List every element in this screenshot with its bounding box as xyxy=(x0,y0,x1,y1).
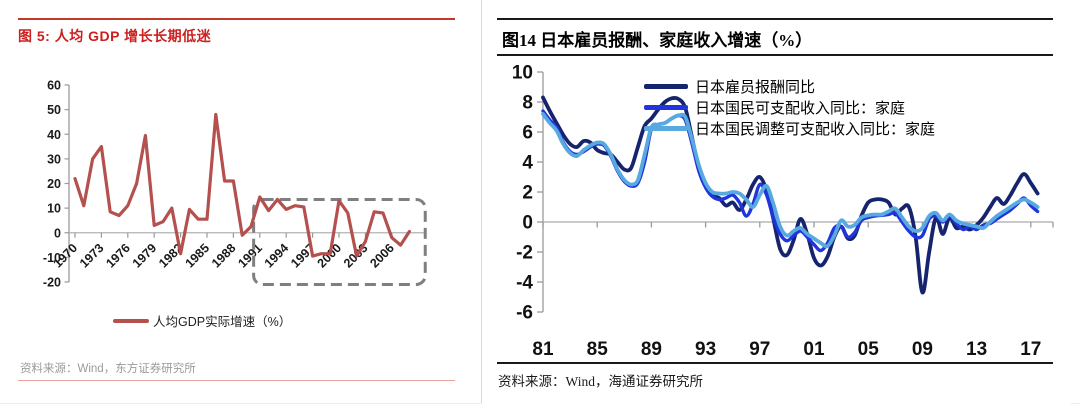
gdp-growth-line-chart: -20-100102030405060197019731976197919821… xyxy=(43,79,427,290)
y-tick-label: 0 xyxy=(54,226,61,240)
y-tick-label: -6 xyxy=(516,303,533,324)
legend-item: 日本雇员报酬同比 xyxy=(644,76,935,97)
y-tick-label: 6 xyxy=(522,123,533,144)
y-tick-label: 8 xyxy=(522,93,533,114)
panel-bottom-rule xyxy=(18,380,455,381)
y-tick-label: 40 xyxy=(47,128,61,142)
x-tick-label: 09 xyxy=(912,339,933,360)
x-tick-label: 1970 xyxy=(51,241,81,271)
y-tick-label: 50 xyxy=(47,103,61,117)
japan-income-line-chart: -6 -4 -2 0 2 4 6 8 10 81 85 89 93 97 01 05 09 13 17 xyxy=(512,63,1054,360)
legend-label: 人均GDP实际增速（%） xyxy=(153,315,292,329)
x-tick-label: 1985 xyxy=(183,241,213,271)
y-tick-label: -4 xyxy=(516,273,533,294)
y-tick-label: 20 xyxy=(47,177,61,191)
legend-line-marker xyxy=(644,84,688,89)
y-tick-label: 4 xyxy=(522,153,533,174)
x-tick-label: 1976 xyxy=(103,241,133,271)
x-tick-label: 81 xyxy=(532,339,554,360)
x-tick-label: 13 xyxy=(966,339,987,360)
x-tick-label: 1973 xyxy=(77,241,107,271)
legend-item: 日本国民可支配收入同比：家庭 xyxy=(644,97,935,118)
legend-item: 日本国民调整可支配收入同比：家庭 xyxy=(644,118,935,139)
y-tick-label: 30 xyxy=(47,152,61,166)
right-chart-legend: 日本雇员报酬同比 日本国民可支配收入同比：家庭 日本国民调整可支配收入同比：家庭 xyxy=(644,76,935,139)
y-tick-label: 60 xyxy=(47,79,61,93)
y-tick-label: 0 xyxy=(522,213,533,234)
japan-income-panel: 图14 日本雇员报酬、家庭收入增速（%） -6 -4 -2 0 2 4 6 8 10 81 85 89… xyxy=(482,0,1071,404)
y-tick-label: 10 xyxy=(512,63,533,84)
legend-label: 日本国民调整可支配收入同比：家庭 xyxy=(695,122,936,138)
legend-line-marker xyxy=(644,126,688,131)
gdp-growth-panel: 图 5: 人均 GDP 增长长期低迷 -20 -10 0 10 20 30 40 50 60 19… xyxy=(0,0,481,404)
left-chart-legend: 人均GDP实际增速（%） xyxy=(113,311,291,330)
chart-bottom-rule xyxy=(497,362,1053,364)
x-tick-label: 1994 xyxy=(262,241,292,271)
panel-top-rule xyxy=(18,18,455,20)
x-tick-label: 05 xyxy=(858,339,880,360)
x-tick-label: 97 xyxy=(749,339,770,360)
legend-line-marker xyxy=(644,105,688,110)
x-tick-label: 17 xyxy=(1020,339,1041,360)
legend-line-marker xyxy=(113,318,149,323)
y-tick-label: 10 xyxy=(47,202,61,216)
y-tick-label: -20 xyxy=(43,276,61,290)
x-tick-label: 89 xyxy=(641,339,662,360)
legend-label: 日本雇员报酬同比 xyxy=(695,80,816,96)
left-source-note: 资料来源：Wind，东方证券研究所 xyxy=(20,363,196,375)
y-tick-label: 2 xyxy=(522,183,533,204)
x-tick-label: 1991 xyxy=(235,241,265,271)
legend-label: 日本国民可支配收入同比：家庭 xyxy=(695,101,906,117)
x-tick-label: 93 xyxy=(695,339,716,360)
right-source-note: 资料来源：Wind，海通证券研究所 xyxy=(498,374,703,389)
x-tick-label: 85 xyxy=(587,339,609,360)
y-tick-label: -10 xyxy=(43,251,61,265)
title-top-rule xyxy=(497,18,1053,20)
series-line-0 xyxy=(541,95,1040,295)
left-chart-title: 图 5: 人均 GDP 增长长期低迷 xyxy=(18,28,212,44)
x-tick-label: 1979 xyxy=(130,241,160,271)
title-bottom-rule xyxy=(497,54,1053,56)
right-chart-title: 图14 日本雇员报酬、家庭收入增速（%） xyxy=(502,31,813,50)
x-tick-label: 01 xyxy=(803,339,825,360)
x-tick-label: 1988 xyxy=(209,241,239,271)
y-tick-label: -2 xyxy=(516,243,533,264)
x-tick-label: 2006 xyxy=(367,241,397,271)
series-line-2 xyxy=(541,112,1040,249)
series-line-gdp-growth xyxy=(73,112,411,258)
panel-divider xyxy=(481,0,482,404)
